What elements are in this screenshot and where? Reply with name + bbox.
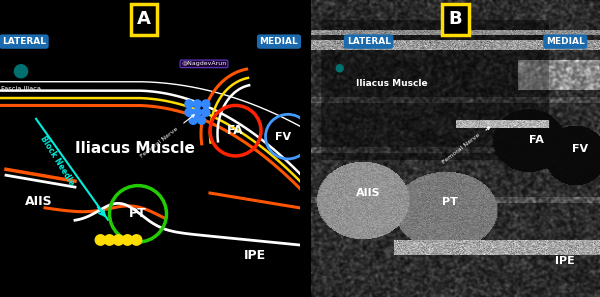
Text: FA: FA xyxy=(227,124,244,137)
Circle shape xyxy=(113,235,124,245)
Circle shape xyxy=(104,235,115,245)
Text: Iliacus Muscle: Iliacus Muscle xyxy=(75,141,195,156)
Text: FA: FA xyxy=(529,135,544,145)
Circle shape xyxy=(131,235,142,245)
Text: AIIS: AIIS xyxy=(356,188,381,198)
Circle shape xyxy=(14,65,28,78)
Text: Femoral Nerve: Femoral Nerve xyxy=(139,115,194,159)
Circle shape xyxy=(193,100,202,108)
Circle shape xyxy=(336,65,343,72)
Text: FV: FV xyxy=(572,143,588,154)
Text: FV: FV xyxy=(275,132,292,142)
Circle shape xyxy=(95,235,106,245)
Circle shape xyxy=(189,116,197,124)
Text: IPE: IPE xyxy=(556,256,575,266)
Text: MEDIAL: MEDIAL xyxy=(546,37,584,46)
Circle shape xyxy=(185,100,193,108)
Text: B: B xyxy=(449,10,462,28)
Text: @NagdevArun: @NagdevArun xyxy=(181,61,227,66)
Text: A: A xyxy=(137,10,151,28)
Text: LATERAL: LATERAL xyxy=(347,37,391,46)
Text: Block Needle: Block Needle xyxy=(38,134,76,187)
Text: LATERAL: LATERAL xyxy=(2,37,46,46)
Text: AIIS: AIIS xyxy=(25,195,53,208)
Text: Femoral Nerve: Femoral Nerve xyxy=(442,127,490,165)
Circle shape xyxy=(122,235,133,245)
Text: IPE: IPE xyxy=(244,249,266,262)
Circle shape xyxy=(185,108,193,116)
Circle shape xyxy=(202,108,210,116)
Text: Fascia Iliaca: Fascia Iliaca xyxy=(1,86,41,92)
Text: MEDIAL: MEDIAL xyxy=(260,37,298,46)
Text: PT: PT xyxy=(442,197,458,207)
Circle shape xyxy=(193,108,202,116)
Circle shape xyxy=(202,100,210,108)
Circle shape xyxy=(197,116,206,124)
Text: PT: PT xyxy=(129,207,147,220)
Text: Iliacus Muscle: Iliacus Muscle xyxy=(356,79,428,88)
